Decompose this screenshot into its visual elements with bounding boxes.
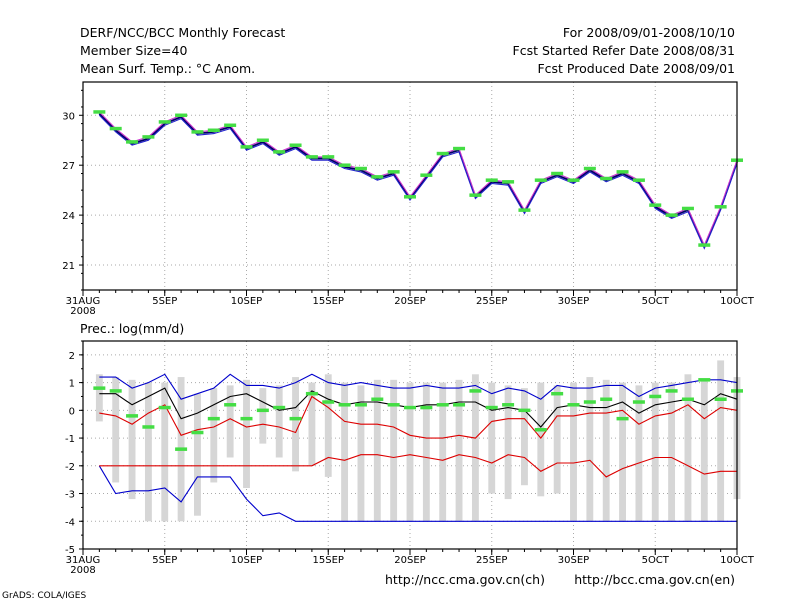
x-tick-label: 5OCT	[642, 296, 670, 307]
spread-bar	[700, 379, 708, 522]
spread-bar	[128, 379, 136, 500]
x-year-label: 2008	[70, 565, 95, 576]
header-title: DERF/NCC/BCC Monthly Forecast	[80, 25, 285, 40]
header-variable: Mean Surf. Temp.: °C Anom.	[80, 61, 255, 76]
spread-bar	[275, 385, 283, 458]
x-tick-label: 30SEP	[558, 555, 589, 566]
temperature-panel: 21 24 27 30 31AUG 5SEP 10SEP 15SEP 20SEP 25SEP 30S…	[62, 81, 755, 317]
y-tick-label: 24	[62, 211, 75, 222]
spread-bar	[406, 382, 414, 522]
series-line-lower-2	[99, 454, 737, 478]
x-tick-label: 10SEP	[231, 555, 262, 566]
series-line-lower	[98, 114, 738, 250]
spread-bar	[439, 382, 447, 522]
spread-bar	[308, 382, 316, 466]
spread-bar	[602, 379, 610, 522]
spread-bar	[194, 393, 201, 516]
spread-bar	[373, 379, 381, 522]
spread-bar	[144, 382, 152, 522]
spread-bar	[210, 388, 218, 483]
header-start-date: Fcst Started Refer Date 2008/08/31	[513, 43, 736, 58]
spread-bar	[161, 382, 169, 522]
x-tick-label: 20SEP	[394, 555, 425, 566]
prec-panel-title: Prec.: log(mm/d)	[80, 321, 184, 336]
spread-bar	[537, 382, 545, 497]
x-tick-label: 31AUG	[66, 296, 101, 307]
spread-bar	[341, 382, 349, 522]
x-tick-label: 15SEP	[313, 555, 344, 566]
y-tick-label: 2	[69, 351, 75, 362]
header-period: For 2008/09/01-2008/10/10	[563, 25, 735, 40]
spread-bar	[422, 382, 430, 522]
spread-bar	[112, 377, 120, 483]
spread-bar	[717, 360, 725, 522]
spread-bar	[553, 385, 561, 494]
spread-bar	[488, 382, 496, 494]
spread-bar	[619, 382, 626, 522]
series-line-lower-extreme	[98, 465, 737, 522]
header-produced-date: Fcst Produced Date 2008/09/01	[537, 61, 735, 76]
y-tick-label: -3	[65, 490, 75, 501]
spread-bar	[635, 385, 643, 522]
series-line-upper	[99, 373, 738, 400]
spread-bar	[471, 374, 479, 522]
footer-url-ch[interactable]: http://ncc.cma.gov.cn(ch)	[385, 572, 545, 587]
x-tick-label: 10OCT	[720, 296, 755, 307]
y-tick-label: 1	[69, 379, 75, 390]
spread-bar	[455, 379, 463, 522]
x-year-label: 2008	[70, 306, 95, 317]
x-tick-label: 5SEP	[152, 296, 177, 307]
spread-bar	[586, 377, 594, 522]
y-tick-label: -1	[65, 434, 75, 445]
spread-bar	[521, 388, 528, 486]
spread-bar	[357, 385, 365, 522]
y-tick-label: 0	[69, 406, 75, 417]
header-member-size: Member Size=40	[80, 43, 187, 58]
y-tick-label: 27	[62, 161, 75, 172]
spread-bar	[95, 374, 103, 422]
header-left: DERF/NCC/BCC Monthly Forecast Member Siz…	[80, 25, 285, 76]
y-tick-label: 30	[62, 111, 75, 122]
spread-bar	[259, 388, 267, 444]
spread-bar	[226, 385, 234, 458]
footer-credit: GrADS: COLA/IGES	[2, 591, 86, 600]
spread-bar	[668, 382, 676, 522]
x-tick-label: 30SEP	[558, 296, 589, 307]
series-line-lower	[99, 395, 738, 439]
spread-bar	[684, 374, 692, 522]
x-tick-label: 15SEP	[313, 296, 344, 307]
spread-bar	[390, 379, 398, 522]
spread-bar	[651, 382, 659, 522]
spread-bar	[570, 382, 577, 522]
x-tick-label: 10SEP	[231, 296, 262, 307]
spread-bar	[243, 379, 250, 488]
series-line-ensemble-mean	[99, 387, 738, 428]
x-tick-label: 25SEP	[476, 555, 507, 566]
y-tick-label: 21	[62, 261, 75, 272]
x-tick-label: 20SEP	[394, 296, 425, 307]
series-line-upper	[98, 111, 738, 247]
spread-bar	[504, 385, 512, 500]
x-tick-label: 25SEP	[476, 296, 507, 307]
y-tick-label: -5	[65, 545, 75, 556]
series-line-ensemble-mean	[98, 112, 738, 249]
header-right: For 2008/09/01-2008/10/10 Fcst Started R…	[513, 25, 736, 76]
footer-url-en[interactable]: http://bcc.cma.gov.cn(en)	[574, 572, 735, 587]
y-tick-label: -2	[65, 462, 75, 473]
x-tick-label: 10OCT	[720, 555, 755, 566]
x-tick-label: 31AUG	[66, 555, 101, 566]
spread-bar	[292, 377, 299, 472]
x-tick-label: 5SEP	[152, 555, 177, 566]
y-tick-label: -4	[65, 517, 75, 528]
x-tick-label: 5OCT	[642, 555, 670, 566]
precipitation-panel: -5 -4 -3 -2 -1 0 1 2 31AUG 5SEP 10SEP 15SEP 20SEP 25S…	[65, 340, 755, 576]
spread-bar	[324, 374, 332, 477]
